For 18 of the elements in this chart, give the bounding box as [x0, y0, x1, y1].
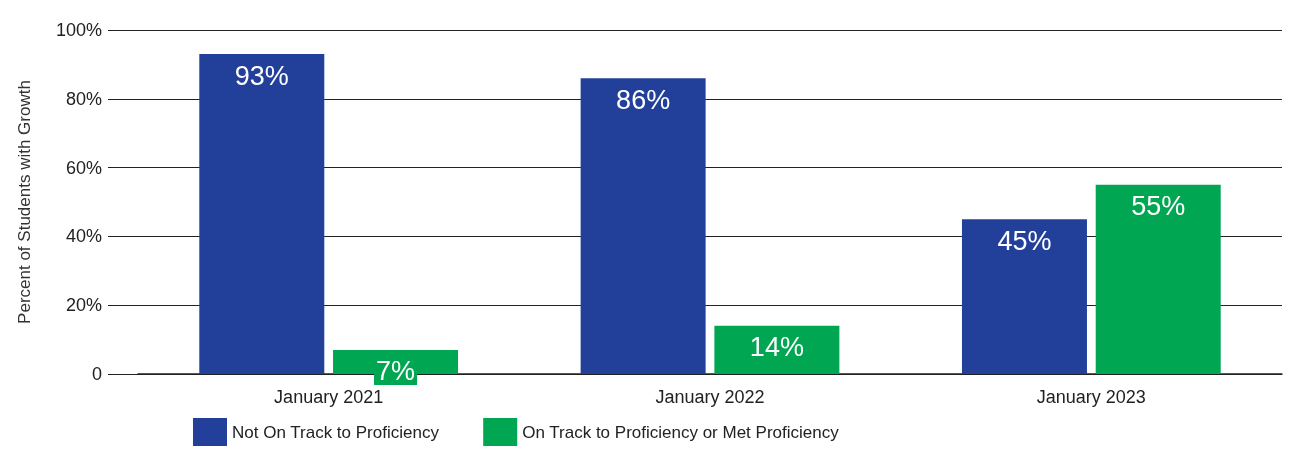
x-tick-label: January 2021: [274, 387, 384, 407]
y-tick-label: 80%: [65, 88, 102, 109]
y-axis-title: Percent of Students with Growth: [15, 80, 34, 324]
y-tick-label: 100%: [55, 20, 102, 40]
data-label: 93%: [234, 60, 289, 91]
y-tick-label: 60%: [65, 157, 102, 178]
x-tick-label: January 2023: [1036, 387, 1146, 407]
data-label: 45%: [997, 225, 1052, 256]
legend-label: Not On Track to Proficiency: [232, 422, 440, 442]
y-tick-label: 0: [91, 364, 102, 384]
y-tick-label: 40%: [65, 226, 102, 247]
x-tick-label: January 2022: [655, 387, 765, 407]
y-tick-label: 20%: [65, 295, 102, 316]
data-label: 7%: [376, 356, 416, 387]
data-label: 86%: [616, 84, 671, 115]
data-label: 14%: [749, 332, 804, 363]
legend-label: On Track to Proficiency or Met Proficiency: [522, 422, 840, 442]
data-label: 55%: [1131, 191, 1186, 222]
